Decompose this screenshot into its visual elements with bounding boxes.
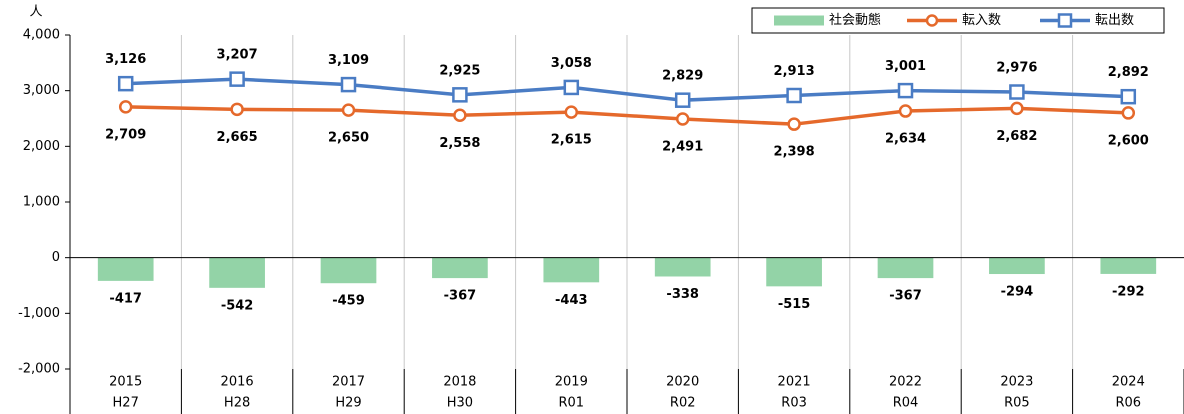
x-tick-label: 2022	[889, 375, 922, 390]
y-tick-label: -1,000	[18, 306, 60, 321]
data-label: -417	[109, 291, 142, 306]
marker	[674, 92, 691, 108]
data-label: 2,892	[1108, 65, 1149, 80]
data-label: 2,650	[328, 131, 369, 146]
x-tick-label: 2020	[666, 375, 699, 390]
marker	[1120, 88, 1137, 105]
x-tick-label: 2019	[555, 375, 588, 390]
x-tick-label: 2018	[443, 375, 476, 390]
data-label: 3,001	[885, 59, 926, 74]
bar	[432, 257, 488, 279]
marker	[786, 87, 802, 104]
legend-marker	[1057, 13, 1073, 28]
legend-swatch	[774, 15, 824, 26]
line	[125, 105, 1129, 126]
x-tick-sublabel: R05	[1004, 396, 1030, 411]
x-tick-label: 2016	[221, 375, 254, 390]
marker	[229, 71, 245, 87]
legend-label: 転出数	[1095, 13, 1134, 28]
bar	[877, 257, 934, 279]
x-tick-sublabel: H30	[447, 396, 473, 411]
marker	[1009, 84, 1025, 100]
data-label: -292	[1112, 284, 1145, 299]
data-label: 2,600	[1108, 133, 1149, 148]
marker	[230, 102, 244, 117]
y-tick-label: 3,000	[23, 83, 60, 98]
marker	[117, 75, 134, 92]
marker	[564, 105, 579, 119]
y-tick-label: 4,000	[23, 28, 60, 43]
marker	[898, 104, 913, 118]
data-label: 3,109	[328, 53, 369, 68]
marker	[787, 117, 801, 131]
x-tick-label: 2021	[778, 375, 811, 390]
x-tick-label: 2017	[332, 375, 365, 390]
x-tick-label: 2015	[109, 375, 142, 390]
data-label: 2,491	[662, 140, 703, 155]
y-unit: 人	[29, 5, 42, 20]
data-label: 2,665	[217, 130, 258, 145]
data-label: -294	[1001, 285, 1034, 300]
x-tick-sublabel: R01	[559, 396, 585, 411]
x-tick-sublabel: R04	[893, 396, 919, 411]
marker	[341, 103, 356, 117]
marker	[340, 76, 357, 93]
data-label: 2,925	[439, 63, 480, 78]
data-label: -338	[666, 287, 699, 302]
data-label: 2,615	[551, 133, 592, 148]
data-label: -515	[778, 297, 811, 312]
x-tick-sublabel: H27	[113, 396, 139, 411]
bar	[1100, 257, 1157, 274]
legend-label: 社会動態	[829, 12, 881, 28]
marker	[452, 87, 468, 103]
data-label: -367	[444, 289, 477, 304]
legend-marker	[925, 14, 939, 27]
marker	[1010, 101, 1024, 116]
data-label: 2,634	[885, 132, 926, 147]
marker	[118, 100, 133, 114]
bar	[97, 257, 154, 281]
data-label: -542	[221, 298, 254, 313]
data-label: 2,976	[996, 61, 1037, 76]
data-label: -443	[555, 293, 588, 308]
y-tick-label: 1,000	[23, 195, 60, 210]
data-label: 3,126	[105, 52, 146, 67]
line	[125, 77, 1129, 102]
x-tick-sublabel: H29	[335, 396, 361, 411]
bar	[654, 257, 711, 277]
data-label: -367	[889, 289, 922, 304]
bar	[766, 257, 822, 287]
bar	[320, 257, 377, 284]
marker	[675, 112, 690, 126]
data-label: 2,829	[662, 69, 703, 84]
marker	[453, 108, 467, 123]
data-label: 2,913	[774, 64, 815, 79]
y-tick-label: 0	[52, 250, 60, 265]
x-tick-sublabel: R02	[670, 396, 696, 411]
data-label: 2,709	[105, 127, 146, 142]
marker	[1121, 106, 1136, 120]
x-tick-sublabel: H28	[224, 396, 250, 411]
y-tick-label: 2,000	[23, 139, 60, 154]
data-label: 3,058	[551, 56, 592, 71]
x-tick-sublabel: R06	[1116, 396, 1142, 411]
x-tick-sublabel: R03	[781, 396, 807, 411]
data-label: 2,682	[996, 129, 1037, 144]
legend-label: 転入数	[962, 13, 1001, 28]
data-label: -459	[332, 294, 365, 309]
data-label: 3,207	[217, 48, 258, 63]
marker	[897, 82, 914, 99]
y-tick-label: -2,000	[18, 362, 60, 377]
x-tick-label: 2023	[1000, 375, 1033, 390]
marker	[563, 79, 580, 96]
bar	[209, 257, 265, 288]
data-label: 2,558	[439, 136, 480, 151]
bar	[989, 257, 1045, 275]
x-tick-label: 2024	[1112, 375, 1145, 390]
data-label: 2,398	[774, 145, 815, 160]
bar	[543, 257, 600, 283]
